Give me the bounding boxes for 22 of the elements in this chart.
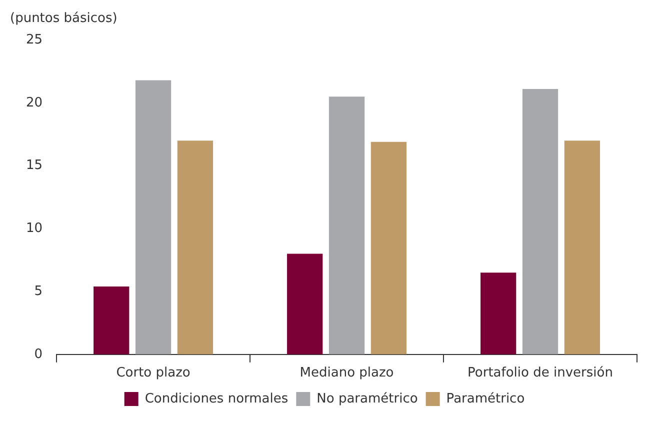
bar [370,142,407,354]
bar [564,140,600,354]
y-tick-label: 0 [34,346,43,362]
bar [287,254,323,354]
y-axis-title: (puntos básicos) [10,10,118,26]
y-tick-label: 25 [26,32,43,48]
bar [94,286,130,354]
bar [177,140,214,354]
y-tick-label: 15 [26,158,43,174]
y-tick-label: 5 [34,284,43,299]
bar [522,89,558,354]
legend-label: No paramétrico [316,391,418,406]
legend-label: Condiciones normales [144,391,288,406]
y-tick-label: 10 [26,221,43,236]
bar [135,80,172,354]
bar [328,96,365,354]
x-tick-label: Corto plazo [116,366,190,381]
x-tick-label: Portafolio de inversión [468,366,613,381]
x-tick-label: Mediano plazo [300,366,394,381]
bar [480,272,516,354]
legend-label: Paramétrico [446,391,525,406]
y-tick-label: 20 [26,95,43,110]
